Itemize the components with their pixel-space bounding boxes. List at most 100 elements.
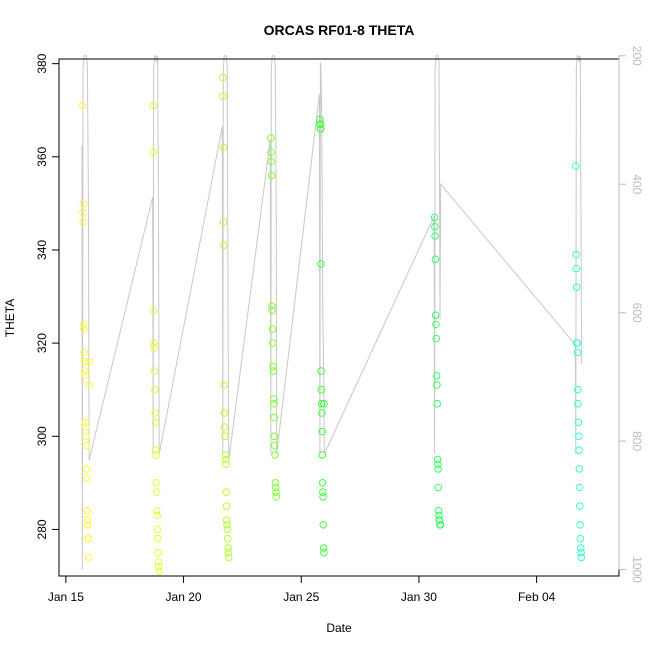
y-tick-label: 280 — [35, 519, 49, 539]
data-point — [220, 381, 228, 389]
data-point — [319, 521, 328, 529]
data-point — [220, 241, 228, 250]
x-tick-label: Jan 15 — [48, 590, 84, 604]
data-point — [271, 483, 280, 492]
data-point — [83, 507, 91, 515]
data-point — [574, 399, 582, 408]
x-axis: Jan 15 Jan 20 Jan 25 Jan 30 Feb 04 — [48, 575, 556, 604]
data-point — [153, 511, 161, 520]
data-point — [83, 516, 92, 524]
x-tick-label: Feb 04 — [518, 590, 556, 604]
data-point — [318, 427, 326, 436]
data-point — [79, 218, 87, 226]
data-point — [432, 334, 441, 343]
data-point — [433, 455, 442, 464]
data-point — [320, 548, 328, 557]
data-point — [317, 385, 326, 394]
data-point — [575, 483, 584, 492]
data-point — [82, 465, 91, 473]
data-point — [152, 446, 160, 455]
data-point — [268, 325, 277, 333]
right-pressure-axis: 200 400 600 800 1000 — [618, 46, 644, 583]
data-point — [153, 507, 161, 515]
data-point — [85, 357, 93, 366]
data-point — [149, 306, 158, 315]
data-point — [222, 488, 230, 497]
data-point — [151, 418, 160, 427]
data-point — [572, 264, 581, 273]
data-point — [270, 432, 279, 441]
data-point — [222, 502, 231, 510]
data-point — [220, 409, 229, 417]
data-point — [79, 320, 88, 329]
data-point — [82, 432, 90, 441]
data-point — [80, 348, 88, 357]
data-point — [575, 465, 584, 473]
data-point — [318, 409, 326, 417]
data-point — [151, 385, 159, 394]
data-point — [150, 367, 159, 375]
data-point — [150, 339, 158, 347]
y-tick-label: 380 — [35, 53, 49, 73]
data-point — [222, 516, 231, 524]
data-point — [222, 460, 230, 469]
data-point — [431, 311, 440, 320]
y2-tick-label: 200 — [630, 46, 644, 66]
series-rf05 — [316, 115, 328, 557]
data-point — [572, 162, 580, 170]
y2-tick-label: 800 — [630, 431, 644, 451]
data-point — [219, 92, 227, 101]
data-point — [149, 101, 157, 110]
data-point — [269, 339, 277, 347]
y2-tick-label: 400 — [630, 174, 644, 194]
data-point — [433, 399, 442, 408]
data-point — [432, 371, 441, 380]
data-point — [152, 488, 161, 497]
x-axis-label: Date — [326, 621, 352, 635]
y-tick-label: 320 — [35, 333, 49, 353]
data-point — [84, 553, 93, 562]
data-point — [83, 474, 91, 483]
data-point — [434, 507, 443, 515]
data-point — [573, 348, 582, 357]
y2-tick-label: 1000 — [630, 556, 644, 583]
data-point — [574, 385, 582, 394]
data-point — [434, 483, 443, 492]
data-point — [155, 567, 163, 576]
data-point — [316, 120, 325, 128]
data-point — [431, 232, 439, 240]
data-point — [269, 362, 277, 371]
x-tick-label: Jan 30 — [401, 590, 437, 604]
data-point — [267, 134, 275, 142]
data-point — [81, 418, 90, 427]
data-point — [81, 367, 89, 375]
data-point — [267, 157, 276, 166]
data-point — [152, 451, 160, 459]
data-point — [575, 446, 583, 455]
plot-area — [78, 55, 586, 576]
data-point — [85, 381, 93, 389]
data-point — [82, 441, 90, 450]
data-point — [576, 534, 585, 543]
y-tick-label: 360 — [35, 146, 49, 166]
data-point — [154, 562, 163, 571]
series-rf02 — [149, 101, 163, 576]
data-point — [154, 558, 163, 566]
data-point — [272, 493, 281, 501]
data-point — [153, 525, 162, 534]
data-point — [576, 502, 584, 510]
data-point — [80, 357, 89, 366]
plot-frame — [58, 58, 620, 577]
series-rf01 — [78, 101, 93, 562]
pressure-trace-line — [81, 55, 583, 570]
data-point — [319, 493, 327, 501]
data-point — [223, 521, 231, 529]
data-point — [317, 260, 325, 268]
data-point — [319, 488, 327, 497]
data-point — [267, 148, 275, 156]
data-point — [432, 320, 440, 329]
chart-title: ORCAS RF01-8 THETA — [264, 22, 415, 38]
data-point — [319, 544, 328, 552]
data-point — [270, 395, 278, 403]
